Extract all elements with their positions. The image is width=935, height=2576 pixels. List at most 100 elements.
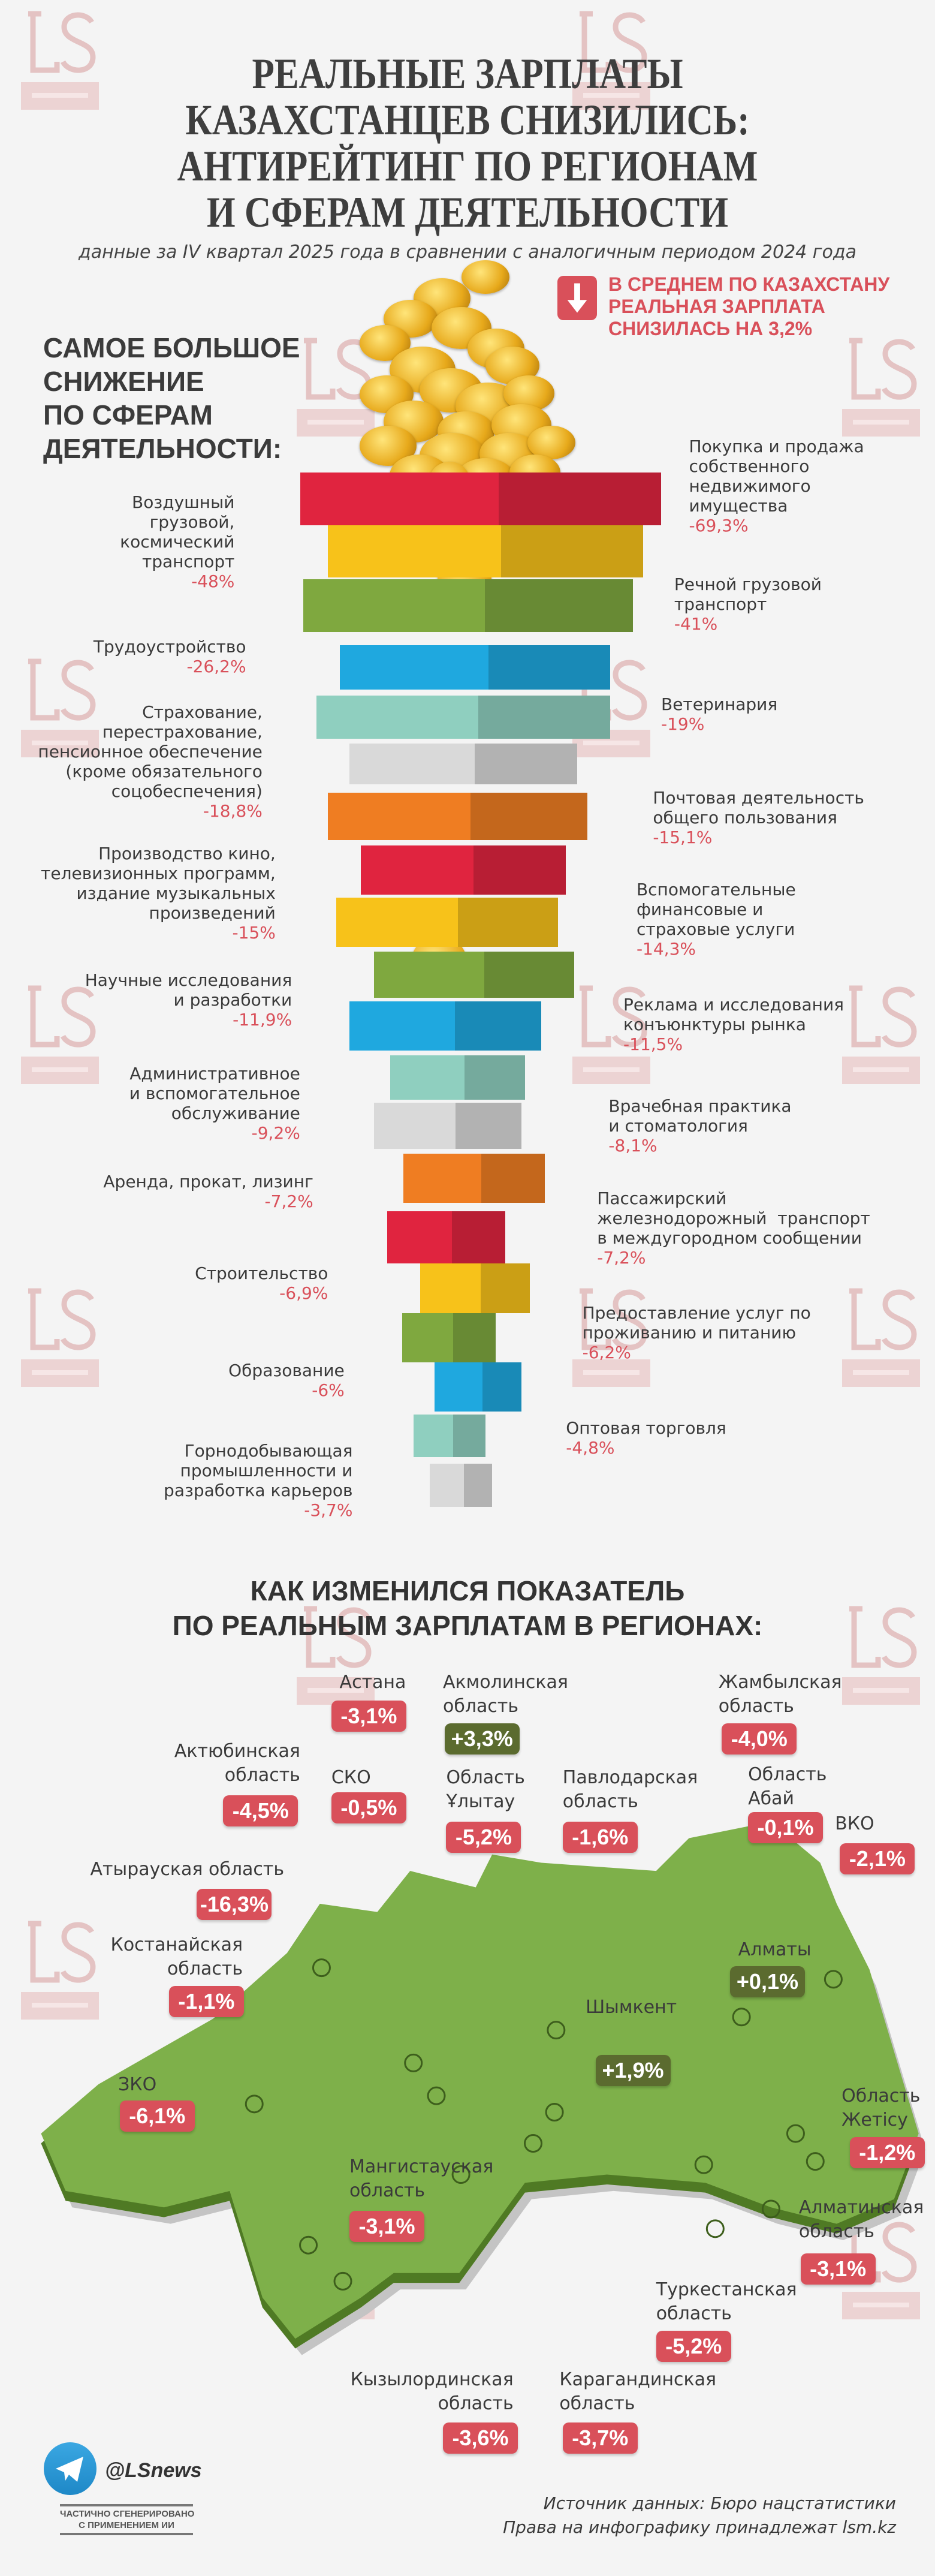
sector-value: -14,3% xyxy=(636,939,696,959)
map-marker xyxy=(245,2094,264,2114)
funnel-bar xyxy=(403,1154,545,1203)
sector-item: Врачебная практика и стоматология -8,1% xyxy=(608,1096,791,1155)
sector-label: Трудоустройство xyxy=(93,636,246,657)
funnel-bar-side xyxy=(484,579,634,632)
sector-value: -7,2% xyxy=(264,1191,313,1212)
region-name: Область Ұлытау xyxy=(446,1767,525,1812)
sector-label: Горнодобывающая промышленности и разрабо… xyxy=(164,1441,353,1501)
sector-label: Речной грузовой транспорт xyxy=(674,574,822,614)
title-line: И СФЕРАМ ДЕЯТЕЛЬНОСТИ xyxy=(207,188,728,236)
region-value-badge: -3,1% xyxy=(349,2210,424,2242)
sector-item: Строительство -6,9% xyxy=(195,1263,328,1303)
funnel-bar xyxy=(402,1313,496,1362)
title-line: КАЗАХСТАНЦЕВ СНИЗИЛИСЬ: xyxy=(185,96,750,144)
map-marker xyxy=(547,2021,566,2040)
funnel-bar-side xyxy=(473,845,566,895)
sector-label: Научные исследования и разработки xyxy=(85,970,292,1010)
funnel-bar xyxy=(316,696,611,739)
watermark-logo xyxy=(572,983,650,1088)
sector-value: -6,2% xyxy=(582,1343,631,1363)
coin xyxy=(527,426,575,459)
region-value-badge: -2,1% xyxy=(840,1843,915,1874)
region-value-badge: -4,0% xyxy=(722,1723,797,1755)
funnel-bar-front xyxy=(387,1211,453,1264)
funnel-bar xyxy=(374,1103,522,1149)
funnel-bar xyxy=(349,743,578,785)
sector-item: Покупка и продажа собственного недвижимо… xyxy=(689,437,864,535)
region-value-badge: -3,7% xyxy=(562,2422,638,2454)
watermark-logo xyxy=(572,1286,650,1391)
map-marker xyxy=(824,1970,843,1989)
region-value-badge: -1,1% xyxy=(168,1985,244,2017)
region-name: Астана xyxy=(339,1672,406,1693)
funnel-bar xyxy=(303,579,634,632)
telegram-handle[interactable]: @LSnews xyxy=(105,2459,202,2482)
sector-label: Страхование, перестрахование, пенсионное… xyxy=(38,702,263,802)
region-value-badge: -16,3% xyxy=(197,1889,272,1921)
sector-item: Вспомогательные финансовые и страховые у… xyxy=(637,880,796,959)
region-value-badge: -4,5% xyxy=(223,1795,298,1827)
funnel-bar xyxy=(328,525,643,578)
watermark-logo xyxy=(21,9,99,114)
funnel-bar xyxy=(390,1055,525,1100)
funnel-bar-side xyxy=(475,743,578,785)
funnel-bar-front xyxy=(316,696,478,739)
sector-label: Образование xyxy=(228,1360,345,1380)
sector-label: Врачебная практика и стоматология xyxy=(608,1096,792,1136)
map-marker xyxy=(732,2008,751,2027)
funnel-bar xyxy=(328,792,587,841)
region-name: Павлодарская область xyxy=(562,1767,698,1812)
region-name: Область Жетісу xyxy=(842,2085,921,2130)
watermark-logo xyxy=(842,1286,920,1391)
sectors-heading: САМОЕ БОЛЬШОЕ СНИЖЕНИЕ ПО СФЕРАМ ДЕЯТЕЛЬ… xyxy=(43,332,300,464)
region-value-badge: +3,3% xyxy=(444,1723,520,1755)
watermark-logo xyxy=(297,336,375,441)
funnel-bar-front xyxy=(430,1464,465,1507)
sector-value: -41% xyxy=(674,613,718,634)
region-value-badge: -3,1% xyxy=(331,1700,406,1732)
region-name: Кызылординская область xyxy=(350,2369,514,2415)
region-name: Костанайская область xyxy=(110,1934,243,1980)
sector-label: Пассажирский железнодорожный транспорт в… xyxy=(597,1188,870,1248)
funnel-bar xyxy=(300,473,661,525)
sector-label: Вспомогательные финансовые и страховые у… xyxy=(636,880,796,940)
funnel-bar-front xyxy=(420,1263,481,1313)
region-value-badge: -6,1% xyxy=(119,2100,195,2132)
map-marker xyxy=(404,2053,423,2072)
sector-value: -11,5% xyxy=(623,1034,683,1054)
sector-label: Почтовая деятельность общего пользования xyxy=(653,787,864,827)
sector-item: Предоставление услуг по проживанию и пит… xyxy=(583,1303,811,1362)
sector-value: -15,1% xyxy=(653,827,713,847)
sector-item: Реклама и исследования конъюнктуры рынка… xyxy=(623,995,844,1054)
funnel-bar xyxy=(413,1415,486,1458)
region-value-badge: -1,6% xyxy=(562,1822,638,1853)
funnel-bar xyxy=(420,1263,530,1313)
sector-value: -8,1% xyxy=(608,1136,657,1156)
watermark-logo xyxy=(842,983,920,1088)
region-value-badge: +0,1% xyxy=(729,1966,805,1997)
sector-item: Речной грузовой транспорт -41% xyxy=(674,574,822,634)
sector-item: Научные исследования и разработки -11,9% xyxy=(85,970,292,1030)
telegram-icon[interactable] xyxy=(44,2442,96,2495)
region-name: Шымкент xyxy=(586,1997,677,2018)
map-marker xyxy=(524,2134,543,2153)
sector-value: -19% xyxy=(661,714,705,734)
sector-value: -18,8% xyxy=(203,801,263,821)
funnel-bar-side xyxy=(499,473,661,525)
funnel-bar-side xyxy=(470,792,587,841)
funnel-bar-front xyxy=(361,845,474,895)
sector-item: Административное и вспомогательное обслу… xyxy=(129,1064,300,1143)
funnel-bar xyxy=(435,1362,522,1412)
funnel-bar xyxy=(374,952,574,998)
funnel-bar-side xyxy=(464,1055,525,1100)
funnel-bar-front xyxy=(339,645,488,690)
funnel-bar-front xyxy=(402,1313,454,1362)
coin xyxy=(462,260,509,294)
funnel-bar-side xyxy=(478,696,611,739)
region-name: Карагандинская область xyxy=(559,2369,717,2415)
average-callout: В СРЕДНЕМ ПО КАЗАХСТАНУ РЕАЛЬНАЯ ЗАРПЛАТ… xyxy=(608,273,890,339)
sector-label: Покупка и продажа собственного недвижимо… xyxy=(689,437,864,516)
region-name: Туркестанская область xyxy=(656,2279,797,2324)
region-name: Область Абай xyxy=(748,1764,827,1809)
